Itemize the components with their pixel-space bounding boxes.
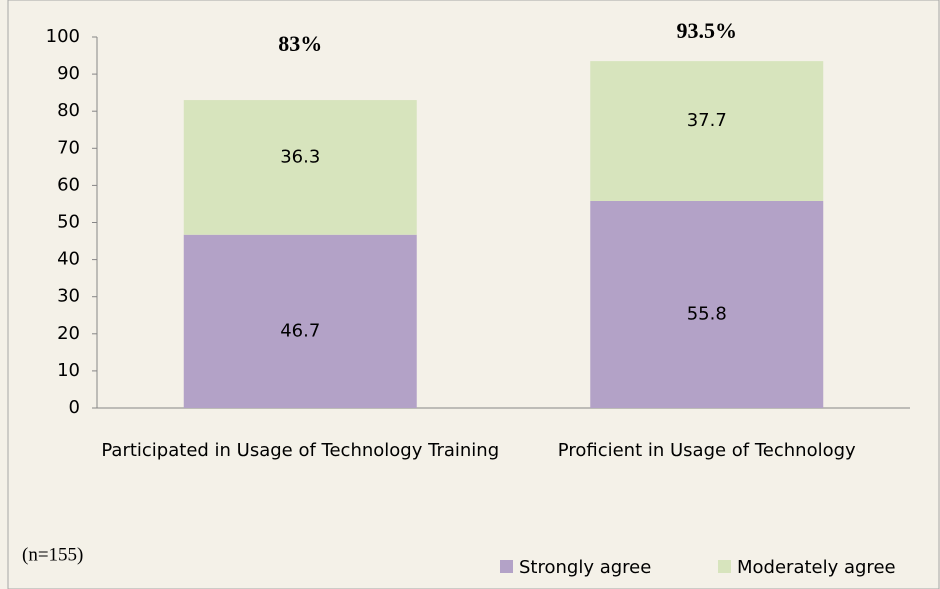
data-label: 46.7	[280, 320, 320, 341]
note: (n=155)	[22, 544, 83, 565]
data-label: 37.7	[687, 110, 727, 131]
y-tick-label: 20	[57, 323, 80, 344]
y-tick-label: 90	[57, 63, 80, 84]
y-tick-label: 60	[57, 174, 80, 195]
x-tick-label: Proficient in Usage of Technology	[557, 440, 856, 461]
frame	[7, 0, 940, 589]
bar-segment	[183, 234, 417, 408]
data-label: 36.3	[280, 146, 320, 167]
total-label: 93.5%	[677, 18, 738, 43]
legend-swatch	[718, 560, 731, 573]
y-tick-label: 40	[57, 249, 80, 270]
bar-segment	[590, 200, 824, 408]
y-tick-label: 70	[57, 137, 80, 158]
y-tick-label: 50	[57, 212, 80, 233]
y-tick-label: 100	[46, 26, 80, 47]
bar-segment	[590, 61, 824, 201]
total-label: 83%	[278, 31, 322, 56]
bar-segment	[183, 100, 417, 235]
legend-label: Strongly agree	[519, 557, 651, 578]
y-tick-label: 80	[57, 100, 80, 121]
legend-label: Moderately agree	[737, 557, 896, 578]
legend-swatch	[500, 560, 513, 573]
data-label: 55.8	[687, 303, 727, 324]
y-tick-label: 30	[57, 286, 80, 307]
y-tick-label: 10	[57, 360, 80, 381]
x-tick-label: Participated in Usage of Technology Trai…	[101, 440, 500, 461]
y-tick-label: 0	[69, 397, 80, 418]
